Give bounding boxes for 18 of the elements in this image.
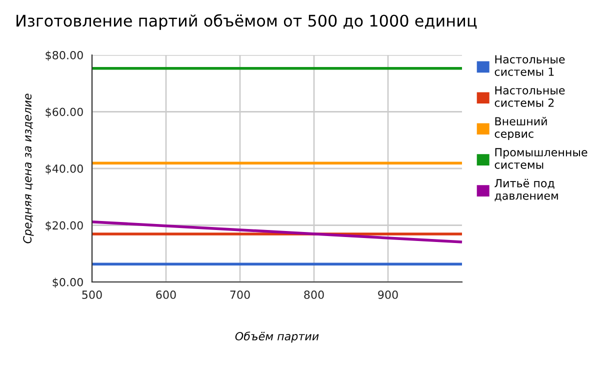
y-tick-label: $60.00 <box>46 108 83 118</box>
x-axis-title: Объём партии <box>235 332 319 343</box>
y-tick-label: $20.00 <box>46 221 83 232</box>
legend-label: Внешний сервис <box>494 116 547 140</box>
chart-title: Изготовление партий объёмом от 500 до 1000 единиц <box>16 14 477 30</box>
x-tick-label: 900 <box>378 290 398 299</box>
y-tick-label: $0.00 <box>52 278 83 288</box>
y-tick-label: $40.00 <box>46 164 83 174</box>
x-tick-label: 800 <box>304 290 324 299</box>
legend-label: Настольные системы 1 <box>494 55 565 76</box>
legend-label: Промышленные системы <box>494 148 588 169</box>
x-tick-label: 500 <box>82 290 102 299</box>
legend-label: Настольные системы 2 <box>494 86 565 107</box>
x-tick-label: 600 <box>156 290 176 299</box>
legend-label: Литьё под давлением <box>494 178 558 202</box>
x-tick-label: 700 <box>230 290 250 299</box>
y-axis-title: Средняя цена за изделие <box>23 94 34 244</box>
y-tick-label: $80.00 <box>46 50 83 61</box>
